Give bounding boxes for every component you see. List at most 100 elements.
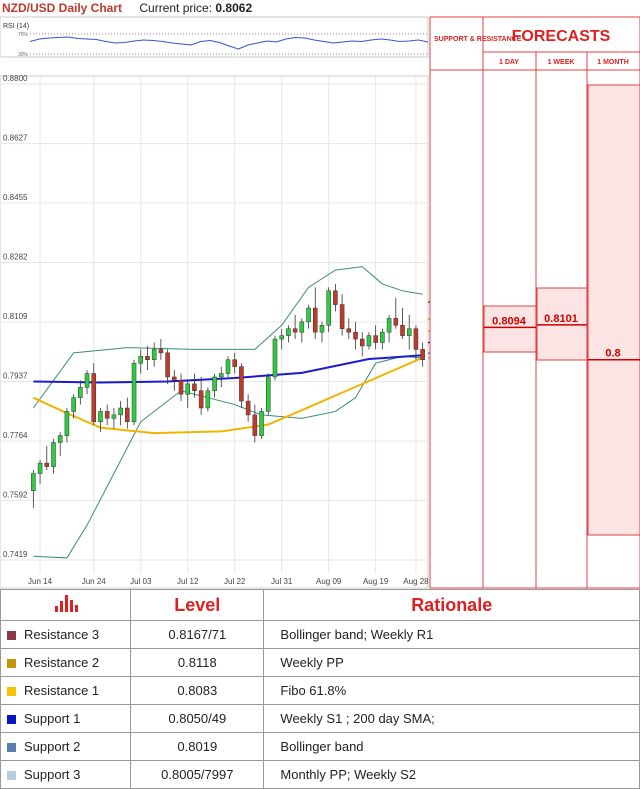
candle-body xyxy=(319,325,325,333)
row-level: 0.8050/49 xyxy=(130,704,265,733)
main-chart-frame xyxy=(0,75,429,589)
chart-svg: RSI (14) 70% 30% 0.8800 0.8627 0.8455 0.828… xyxy=(0,16,640,589)
candle-body xyxy=(131,362,137,423)
candle-body xyxy=(145,356,150,360)
candle-body xyxy=(266,376,271,412)
bollinger-upper-band xyxy=(32,266,423,409)
rsi-line xyxy=(29,36,429,50)
forecast-day-value: 0.8094 xyxy=(492,315,527,327)
candle-body xyxy=(37,462,43,474)
color-swatch xyxy=(7,743,16,753)
bar-chart-icon xyxy=(54,594,78,612)
x-axis-ticks: Jun 14 Jun 24 Jul 03 Jul 12 Jul 22 Jul 31 Aug … xyxy=(28,577,429,586)
chart-title: NZD/USD Daily Chart xyxy=(2,1,123,15)
x-tick-label: Aug 09 xyxy=(316,577,342,586)
candle-body xyxy=(185,383,190,395)
row-rationale: Weekly S1 ; 200 day SMA; xyxy=(263,704,640,733)
x-tick-label: Jun 24 xyxy=(82,577,107,586)
candle-body xyxy=(104,411,110,419)
forecast-panel: SUPPORT & RESISTANCE FORECASTS 1 DAY 1 W… xyxy=(429,16,640,589)
row-name: Resistance 1 xyxy=(24,683,100,698)
color-swatch xyxy=(7,687,16,697)
y-tick-label: 0.7419 xyxy=(3,550,28,559)
x-tick-label: Jul 22 xyxy=(224,577,246,586)
table-row: Support 1 0.8050/49 Weekly S1 ; 200 day … xyxy=(0,704,640,733)
candle-body xyxy=(333,290,338,305)
candle-body xyxy=(232,359,237,367)
candle-body xyxy=(125,407,130,423)
candle-body xyxy=(326,290,331,326)
y-tick-label: 0.8800 xyxy=(3,74,28,83)
sma-50-line xyxy=(32,356,424,435)
levels-table: Level Rationale Resistance 3 0.8167/71 B… xyxy=(0,589,640,789)
forecast-week-range xyxy=(536,287,588,361)
color-swatch xyxy=(7,631,16,641)
candle-body xyxy=(178,380,184,395)
candle-body xyxy=(299,321,305,333)
candle-body xyxy=(259,411,264,436)
support-resistance-heading: SUPPORT & RESISTANCE xyxy=(434,36,522,43)
candle-body xyxy=(91,373,97,423)
candle-body xyxy=(272,338,278,378)
candle-body xyxy=(306,307,311,323)
x-tick-label: Aug 19 xyxy=(363,577,389,586)
candle-body xyxy=(165,352,170,378)
x-tick-label: Aug 28 xyxy=(403,577,429,586)
y-tick-label: 0.8282 xyxy=(3,253,28,262)
row-rationale: Bollinger band xyxy=(263,732,640,761)
color-swatch xyxy=(7,659,16,669)
color-swatch xyxy=(7,771,16,781)
candle-body xyxy=(339,304,345,329)
candle-body xyxy=(366,335,372,347)
candle-body xyxy=(192,383,197,392)
col-1-week: 1 WEEK xyxy=(548,59,575,66)
row-rationale: Fibo 61.8% xyxy=(263,676,640,705)
y-tick-label: 0.7764 xyxy=(3,431,28,440)
candle-body xyxy=(138,356,144,364)
current-price-value: 0.8062 xyxy=(215,1,253,15)
row-level: 0.8005/7997 xyxy=(130,760,265,789)
x-tick-label: Jun 14 xyxy=(28,577,53,586)
row-name: Support 3 xyxy=(24,767,81,782)
row-name: Resistance 3 xyxy=(24,627,100,642)
candle-body xyxy=(31,473,36,491)
row-level: 0.8167/71 xyxy=(130,620,265,649)
candles xyxy=(31,283,425,508)
y-tick-label: 0.8627 xyxy=(3,134,28,143)
candle-body xyxy=(64,411,70,436)
forecast-month-value: 0.8 xyxy=(605,348,620,360)
candle-body xyxy=(252,414,258,436)
candle-body xyxy=(172,376,177,381)
candle-body xyxy=(219,373,224,378)
row-level: 0.8083 xyxy=(130,676,265,705)
candle-body xyxy=(212,376,217,392)
candle-body xyxy=(151,349,157,360)
forecasts-title: FORECASTS xyxy=(512,28,611,45)
candle-body xyxy=(380,331,385,343)
table-row: Resistance 2 0.8118 Weekly PP xyxy=(0,648,640,677)
forecast-day-range xyxy=(483,305,537,353)
sma-200-line xyxy=(33,354,423,384)
candle-body xyxy=(98,411,103,423)
candle-body xyxy=(245,400,251,416)
candle-body xyxy=(346,328,352,333)
candle-body xyxy=(312,307,318,333)
row-rationale: Bollinger band; Weekly R1 xyxy=(263,620,640,649)
y-tick-label: 0.8109 xyxy=(3,312,28,321)
chart-grid xyxy=(0,76,428,573)
rsi-upper-label: 70% xyxy=(18,32,29,38)
candle-body xyxy=(406,328,412,336)
color-swatch xyxy=(7,715,16,725)
candle-body xyxy=(44,462,50,467)
candle-body xyxy=(393,318,399,326)
current-price: Current price: 0.8062 xyxy=(139,1,252,15)
candle-body xyxy=(225,359,231,374)
x-tick-label: Jul 31 xyxy=(271,577,293,586)
candle-body xyxy=(373,335,378,343)
row-name: Support 1 xyxy=(24,711,81,726)
forecast-week-value: 0.8101 xyxy=(544,313,578,325)
forecast-month-range xyxy=(587,84,640,536)
candle-body xyxy=(71,397,76,412)
candle-body xyxy=(78,387,83,398)
rationale-header: Rationale xyxy=(263,589,640,621)
